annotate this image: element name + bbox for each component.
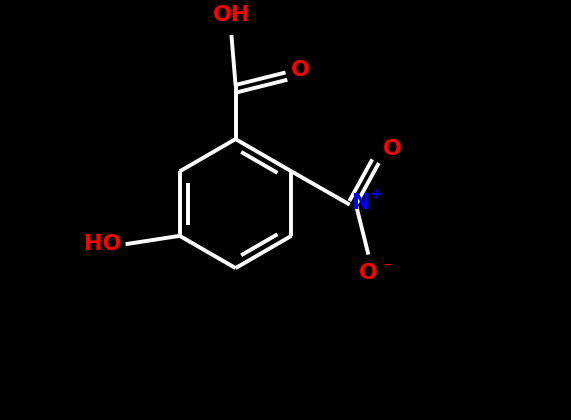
Text: OH: OH [212,5,250,25]
Text: O: O [359,263,378,283]
Text: +: + [369,187,383,202]
Text: HO: HO [84,234,122,254]
Text: ⁻: ⁻ [384,261,392,276]
Text: N: N [352,192,370,213]
Text: O: O [291,60,310,80]
Text: O: O [383,139,402,159]
